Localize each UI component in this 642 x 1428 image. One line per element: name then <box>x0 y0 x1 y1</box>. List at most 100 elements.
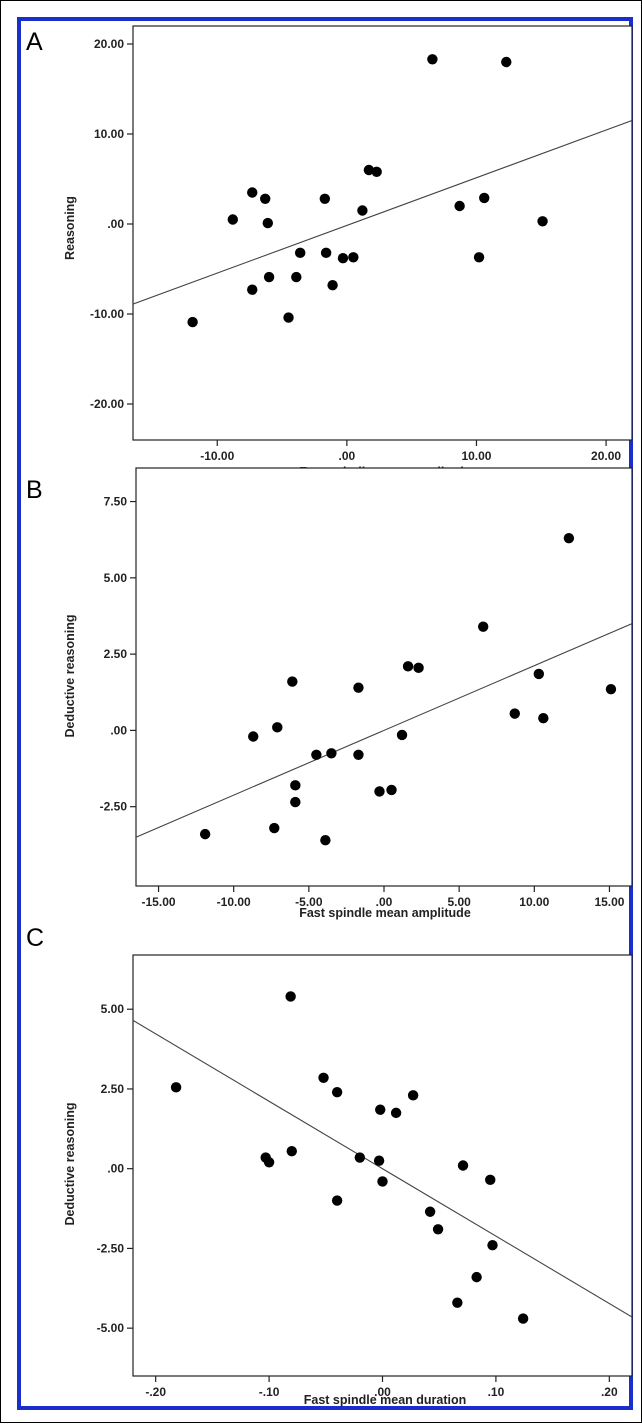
y-tick-label: 5.00 <box>101 1002 125 1016</box>
data-point <box>375 1104 386 1115</box>
data-point <box>290 796 301 808</box>
data-point <box>390 1107 402 1119</box>
y-tick-label: -20.00 <box>90 397 124 411</box>
data-point <box>320 247 332 258</box>
x-tick-label: 5.00 <box>447 895 471 909</box>
data-point <box>290 780 301 791</box>
data-point <box>269 822 280 834</box>
data-point <box>331 1086 343 1098</box>
panel-c: C -.20 -.10 .00 .10 .20 -5.00 -2.50 .00 2.50 5.00 F… <box>26 924 633 1407</box>
data-point <box>605 684 617 695</box>
data-point <box>187 316 198 328</box>
data-point <box>311 749 322 761</box>
data-point <box>337 253 349 264</box>
data-point <box>348 252 359 263</box>
data-point <box>454 200 465 212</box>
data-point <box>318 1072 329 1083</box>
data-point <box>413 662 424 674</box>
fit-line <box>133 119 632 305</box>
data-point <box>432 1224 444 1235</box>
x-axis-label: Fast spindle mean amplitude <box>299 906 471 920</box>
y-tick-label: .00 <box>107 217 124 231</box>
data-point <box>170 1082 182 1093</box>
y-tick-label: 20.00 <box>94 37 124 51</box>
data-point <box>320 835 331 846</box>
y-tick-label: -5.00 <box>97 1321 125 1335</box>
data-point <box>247 284 258 295</box>
x-tick-label: -10.00 <box>217 895 251 909</box>
y-tick-label: 10.00 <box>94 127 124 141</box>
data-point <box>353 749 364 761</box>
data-point <box>396 729 408 741</box>
data-point <box>371 166 382 177</box>
x-tick-label: 10.00 <box>519 895 549 909</box>
data-point <box>262 217 273 229</box>
y-tick-label: 2.50 <box>101 1082 125 1096</box>
plot-area <box>135 467 633 887</box>
y-tick-label: -2.50 <box>100 800 128 814</box>
data-point <box>427 54 438 65</box>
data-point <box>247 187 258 198</box>
data-point <box>538 712 549 724</box>
data-point <box>485 1174 496 1186</box>
x-tick-label: -.20 <box>145 1385 166 1399</box>
data-point <box>319 193 331 204</box>
x-tick-label: 15.00 <box>594 895 624 909</box>
data-point <box>457 1160 469 1171</box>
x-tick-label: -15.00 <box>142 895 176 909</box>
data-point <box>363 164 375 176</box>
y-tick-label: -2.50 <box>97 1241 125 1255</box>
data-point <box>424 1206 436 1217</box>
data-point <box>487 1240 498 1251</box>
y-tick-label: 2.50 <box>104 647 128 661</box>
data-point <box>227 214 238 225</box>
x-tick-label: .20 <box>601 1385 618 1399</box>
data-point <box>563 532 575 544</box>
data-point <box>373 1155 385 1166</box>
data-point <box>357 205 368 216</box>
data-point <box>374 786 385 797</box>
x-tick-label: -10.00 <box>200 449 234 463</box>
y-tick-label: .00 <box>110 723 127 737</box>
panel-a: A -10.00 .00 10.00 20.00 -20.00 -10.00 .00 10.00… <box>26 25 633 479</box>
data-point <box>263 1157 275 1168</box>
data-point <box>287 676 298 687</box>
data-point <box>248 731 259 742</box>
plot-area <box>132 25 633 441</box>
data-point <box>377 1176 388 1187</box>
data-point <box>260 193 271 204</box>
panel-b: B -15.00 -10.00 -5.00 .00 5.00 10.00 15.00 -2.50… <box>26 467 633 920</box>
y-axis-label: Reasoning <box>63 196 77 260</box>
data-point <box>509 708 520 719</box>
data-point <box>294 247 306 258</box>
x-tick-label: .00 <box>376 895 393 909</box>
x-tick-label: .00 <box>339 449 356 463</box>
data-point <box>478 621 489 632</box>
data-point <box>386 784 397 796</box>
x-tick-label: 20.00 <box>591 449 621 463</box>
panel-letter: B <box>26 476 43 504</box>
plot-area <box>132 954 633 1377</box>
y-tick-label: -10.00 <box>90 307 124 321</box>
y-tick-label: 7.50 <box>104 495 128 509</box>
x-axis-label: Fast spindle mean duration <box>304 1393 467 1407</box>
x-tick-label: -.10 <box>259 1385 280 1399</box>
data-point <box>402 661 414 672</box>
data-point <box>199 828 211 840</box>
data-point <box>326 748 337 759</box>
data-point <box>272 722 283 733</box>
x-tick-label: .10 <box>488 1385 505 1399</box>
y-tick-label: 5.00 <box>104 571 128 585</box>
data-point <box>354 1152 366 1163</box>
y-axis-label: Deductive reasoning <box>63 615 77 738</box>
data-point <box>291 271 302 283</box>
panel-letter: C <box>26 924 44 952</box>
data-point <box>407 1090 419 1101</box>
x-tick-label: 10.00 <box>461 449 491 463</box>
fit-line <box>133 1019 632 1318</box>
data-point <box>263 271 275 283</box>
data-point <box>327 280 338 291</box>
data-point <box>533 668 545 680</box>
